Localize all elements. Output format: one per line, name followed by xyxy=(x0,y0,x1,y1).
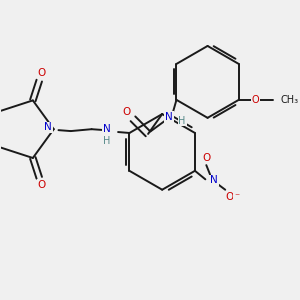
Text: O: O xyxy=(252,95,260,105)
Text: O: O xyxy=(225,192,233,202)
Text: N: N xyxy=(44,122,52,132)
Text: N: N xyxy=(210,175,218,185)
Text: O: O xyxy=(202,153,210,163)
Text: ⁻: ⁻ xyxy=(234,192,239,202)
Text: H: H xyxy=(178,116,186,126)
Text: H: H xyxy=(103,136,110,146)
Text: N: N xyxy=(103,124,110,134)
Text: CH₃: CH₃ xyxy=(280,95,298,105)
Text: O: O xyxy=(38,180,46,190)
Text: N: N xyxy=(165,112,173,122)
Text: O: O xyxy=(122,107,130,117)
Text: O: O xyxy=(38,68,46,78)
